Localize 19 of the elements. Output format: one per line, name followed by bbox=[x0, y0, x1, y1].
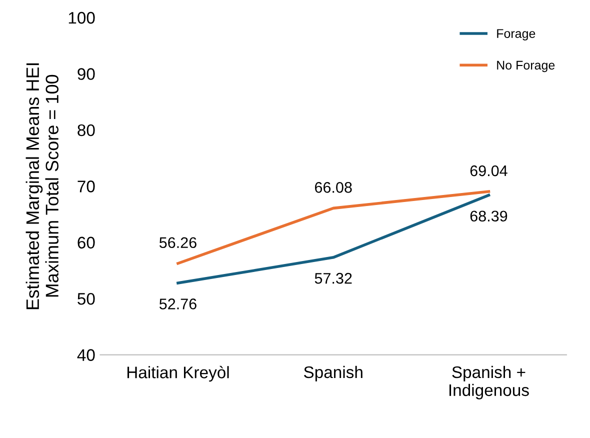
y-tick-label: 90 bbox=[78, 68, 95, 80]
x-tick-label: Haitian Kreyòl bbox=[127, 366, 229, 382]
data-label: 52.76 bbox=[159, 298, 196, 310]
y-tick-label: 100 bbox=[68, 12, 95, 24]
y-tick-label: 70 bbox=[78, 180, 95, 192]
legend-label: No Forage bbox=[497, 60, 555, 72]
y-tick-label: 60 bbox=[78, 236, 95, 249]
data-label: 56.26 bbox=[159, 237, 196, 248]
y-tick-label: 80 bbox=[78, 124, 95, 136]
legend-label: Forage bbox=[497, 29, 536, 40]
x-tick-label: Spanish + Indigenous bbox=[449, 366, 529, 400]
x-tick-label: Spanish bbox=[304, 366, 362, 382]
data-label: 69.04 bbox=[470, 165, 508, 176]
data-label: 68.39 bbox=[470, 210, 508, 222]
y-tick-label: 40 bbox=[77, 349, 95, 361]
data-label: 57.32 bbox=[314, 272, 352, 284]
y-tick-label: 50 bbox=[78, 292, 95, 305]
data-label: 66.08 bbox=[315, 182, 352, 193]
y-axis-title: Estimated Marginal Means HEI Maximum Total Score = 100 bbox=[26, 63, 59, 310]
